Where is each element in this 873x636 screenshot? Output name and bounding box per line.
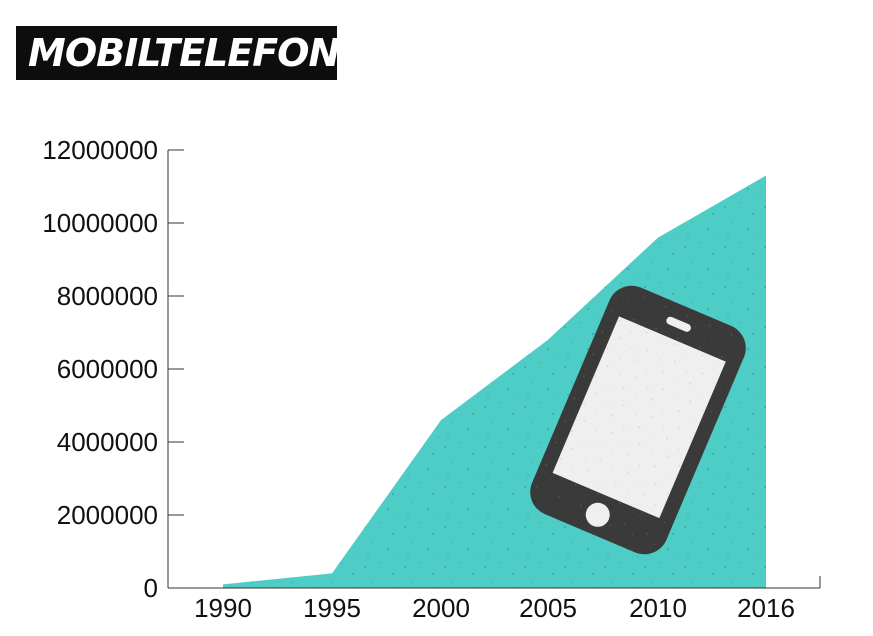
y-tick-label: 12000000 — [42, 135, 158, 165]
y-tick-label: 0 — [144, 573, 158, 603]
title-box: MOBILTELEFONE — [16, 26, 365, 80]
x-tick-label: 2010 — [629, 593, 687, 623]
y-tick-label: 4000000 — [57, 427, 158, 457]
x-tick-label: 2016 — [737, 593, 795, 623]
x-tick-label: 2005 — [519, 593, 577, 623]
y-tick-label: 10000000 — [42, 208, 158, 238]
x-tick-label: 1990 — [194, 593, 252, 623]
y-tick-label: 2000000 — [57, 500, 158, 530]
x-tick-label: 2000 — [412, 593, 470, 623]
y-tick-label: 8000000 — [57, 281, 158, 311]
smartphone-icon — [530, 285, 746, 555]
x-tick-label: 1995 — [303, 593, 361, 623]
y-tick-label: 6000000 — [57, 354, 158, 384]
chart-title: MOBILTELEFONE — [28, 31, 365, 75]
